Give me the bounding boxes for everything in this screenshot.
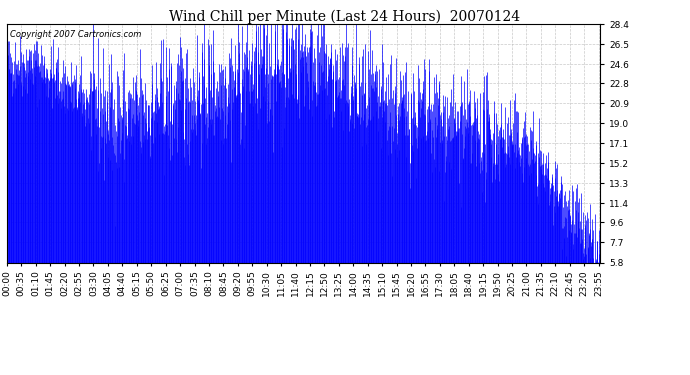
Text: Copyright 2007 Cartronics.com: Copyright 2007 Cartronics.com [10,30,141,39]
Text: Wind Chill per Minute (Last 24 Hours)  20070124: Wind Chill per Minute (Last 24 Hours) 20… [170,9,520,24]
